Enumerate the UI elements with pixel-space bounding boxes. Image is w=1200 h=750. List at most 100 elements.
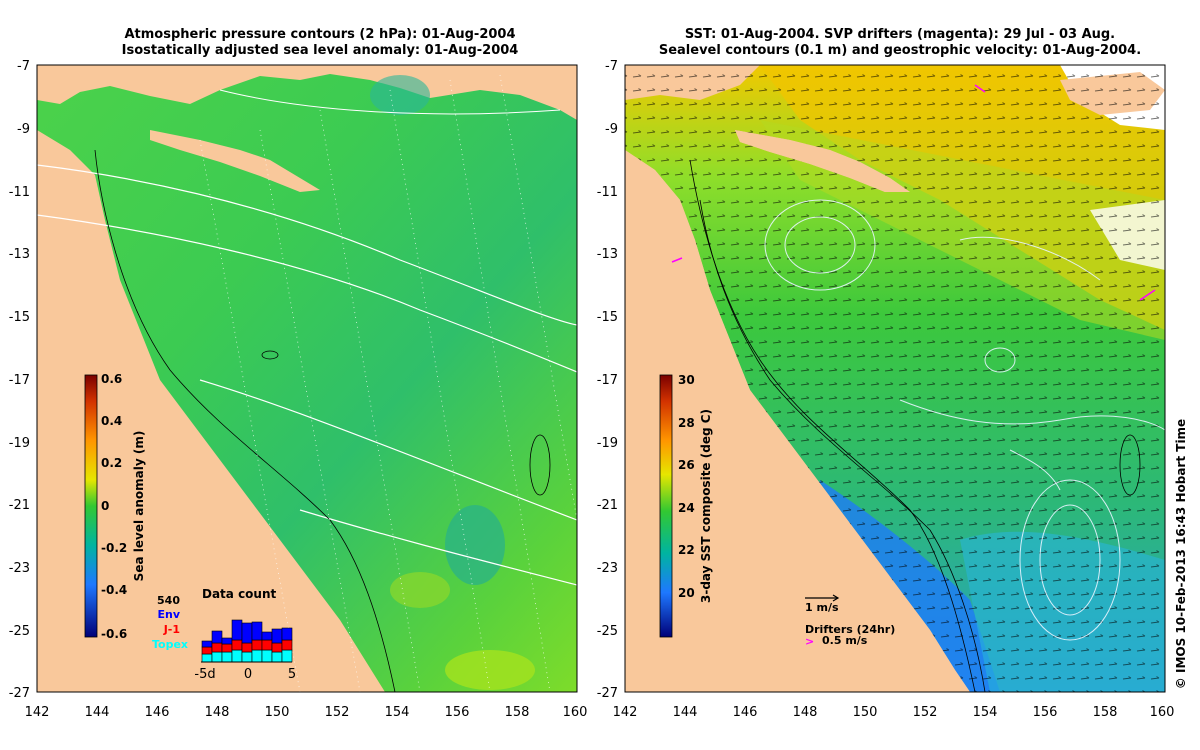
data-count-bar-segment xyxy=(241,651,253,663)
data-count-bar-segment xyxy=(221,651,233,663)
data-count-bar-segment xyxy=(251,649,263,663)
left-pressure-contour-1 xyxy=(37,214,577,373)
right-x-tick-142: 142 xyxy=(613,705,638,720)
right-y-tick-15: -15 xyxy=(597,310,618,325)
left-colorbar: 0.6 0.4 0.2 0 -0.2 -0.4 -0.6 Sea level a… xyxy=(84,372,146,641)
left-x-tick-144: 144 xyxy=(85,705,110,720)
left-colorbar-ramp xyxy=(84,374,98,638)
data-count-topex: Topex xyxy=(152,638,188,651)
right-drifter-track-3 xyxy=(671,257,683,263)
right-y-tick-13: -13 xyxy=(597,247,618,262)
data-count-bar-segment xyxy=(271,628,283,644)
right-y-tick-19: -19 xyxy=(597,436,618,451)
right-colorbar-tick-26: 26 xyxy=(678,458,695,472)
left-x-tick-156: 156 xyxy=(445,705,470,720)
left-x-tick-158: 158 xyxy=(505,705,530,720)
left-colorbar-tick-0: 0 xyxy=(101,499,109,513)
left-land-papua-peninsula xyxy=(150,130,320,192)
left-x-tick-150: 150 xyxy=(265,705,290,720)
data-count-env: Env xyxy=(157,608,180,621)
data-count-bar-segment xyxy=(281,649,293,663)
data-count-bar-segment xyxy=(241,622,253,644)
left-x-tick-146: 146 xyxy=(145,705,170,720)
left-y-tick-17: -17 xyxy=(9,373,30,388)
left-y-tick-19: -19 xyxy=(9,436,30,451)
left-sla-high-1 xyxy=(445,650,535,690)
data-count-bar-segment xyxy=(261,639,273,651)
data-count-bar-segment xyxy=(281,639,293,651)
left-y-tick-25: -25 xyxy=(9,624,30,639)
left-colorbar-tick-neg0.4: -0.4 xyxy=(101,583,127,597)
data-count-j1: J-1 xyxy=(163,623,180,636)
right-colorbar-label: 3-day SST composite (deg C) xyxy=(699,409,713,603)
data-count-bar-segment xyxy=(211,630,223,644)
right-x-tick-156: 156 xyxy=(1033,705,1058,720)
left-map-plot xyxy=(37,65,577,692)
data-count-bar-segment xyxy=(231,649,243,663)
data-count-bar-segment xyxy=(261,631,273,641)
right-colorbar-tick-28: 28 xyxy=(678,416,695,430)
left-land-australia xyxy=(37,130,385,692)
left-land-new-guinea xyxy=(37,65,577,120)
left-x-tick-142: 142 xyxy=(25,705,50,720)
left-x-tick-154: 154 xyxy=(385,705,410,720)
data-count-tick-0: 0 xyxy=(244,667,252,682)
right-y-axis: -7 -9 -11 -13 -15 -17 -19 -21 -23 -25 -2… xyxy=(597,59,618,701)
right-map-plot xyxy=(625,65,1165,692)
imos-credit: © IMOS 10-Feb-2013 16:43 Hobart Time xyxy=(1174,419,1188,689)
right-drifter-track-2 xyxy=(1139,289,1156,301)
right-colorbar-tick-24: 24 xyxy=(678,501,695,515)
right-map-title-line1: SST: 01-Aug-2004. SVP drifters (magenta)… xyxy=(685,27,1115,42)
left-x-tick-148: 148 xyxy=(205,705,230,720)
right-colorbar-tick-20: 20 xyxy=(678,586,695,600)
right-y-tick-23: -23 xyxy=(597,561,618,576)
data-count-bar-segment xyxy=(211,651,223,663)
drifter-legend-speed: 0.5 m/s xyxy=(822,634,868,647)
right-x-tick-152: 152 xyxy=(913,705,938,720)
right-y-tick-21: -21 xyxy=(597,498,618,513)
data-count-bar-segment xyxy=(231,619,243,641)
right-x-tick-154: 154 xyxy=(973,705,998,720)
data-count-tick-neg5d: -5d xyxy=(194,667,215,682)
left-x-tick-160: 160 xyxy=(563,705,588,720)
data-count-bar-segment xyxy=(271,651,283,663)
left-map-frame xyxy=(36,64,578,693)
data-count-title: Data count xyxy=(202,587,277,601)
right-land-png-cover xyxy=(735,130,910,192)
left-y-tick-11: -11 xyxy=(9,185,30,200)
right-y-tick-27: -27 xyxy=(597,686,618,701)
velocity-legend-arrowhead-icon xyxy=(832,594,840,602)
left-x-tick-152: 152 xyxy=(325,705,350,720)
left-map-title-line2: Isostatically adjusted sea level anomaly… xyxy=(122,43,519,58)
data-count-tick-5: 5 xyxy=(288,667,296,682)
data-count-bar-segment xyxy=(251,639,263,651)
drifter-legend-title: Drifters (24hr) xyxy=(805,623,895,636)
data-count-bar-segment xyxy=(251,621,263,641)
velocity-legend: 1 m/s Drifters (24hr) > 0.5 m/s xyxy=(805,594,895,648)
left-sla-low-1 xyxy=(445,505,505,585)
velocity-legend-label: 1 m/s xyxy=(805,601,839,614)
data-count-bar-segment xyxy=(201,653,213,663)
left-colorbar-tick-0.2: 0.2 xyxy=(101,456,122,470)
data-count-bar-segment xyxy=(231,639,243,651)
left-y-tick-9: -9 xyxy=(17,122,30,137)
data-count-bar-segment xyxy=(271,642,283,653)
right-sealevel-contours xyxy=(764,199,1165,641)
left-sla-low-2 xyxy=(370,75,430,115)
data-count-bar-segment xyxy=(281,627,293,641)
left-colorbar-tick-0.4: 0.4 xyxy=(101,414,122,428)
right-colorbar-ramp xyxy=(659,374,673,638)
left-reef-2 xyxy=(261,350,279,360)
left-pressure-contour-3 xyxy=(199,379,577,521)
right-map-frame xyxy=(624,64,1166,693)
left-y-axis: -7 -9 -11 -13 -15 -17 -19 -21 -23 -25 -2… xyxy=(9,59,30,701)
left-colorbar-tick-neg0.2: -0.2 xyxy=(101,541,127,555)
left-pressure-contour-2 xyxy=(37,164,577,326)
left-shelf-contour xyxy=(94,149,396,692)
data-count-bar-segment xyxy=(221,643,233,653)
left-colorbar-tick-0.6: 0.6 xyxy=(101,372,122,386)
right-x-tick-144: 144 xyxy=(673,705,698,720)
right-y-tick-11: -11 xyxy=(597,185,618,200)
left-colorbar-label: Sea level anomaly (m) xyxy=(132,431,146,582)
